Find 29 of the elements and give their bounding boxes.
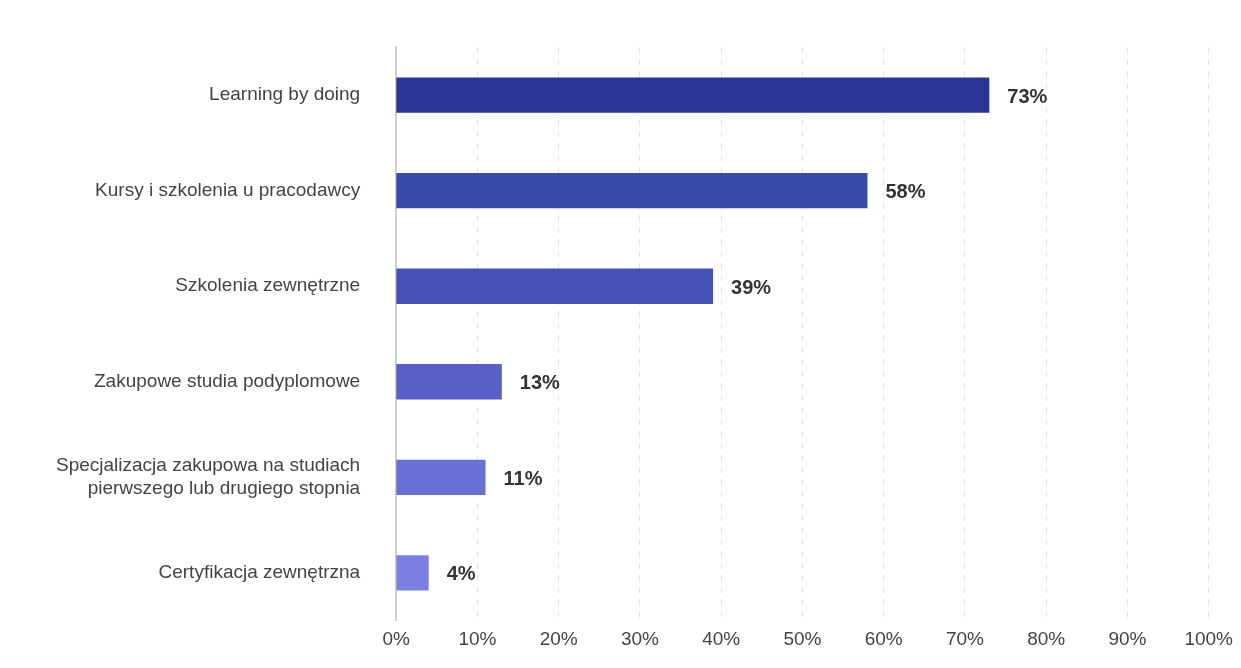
x-tick-label: 30% xyxy=(620,628,660,650)
x-tick-label: 10% xyxy=(458,628,497,650)
data-label: 13% xyxy=(519,371,561,394)
x-tick-label: 80% xyxy=(1027,628,1066,650)
x-tick-label: 90% xyxy=(1108,628,1147,650)
data-label: 11% xyxy=(503,466,543,489)
data-label: 73% xyxy=(1007,84,1048,107)
y-tick-label: Kursy i szkolenia u pracodawcy xyxy=(95,178,361,200)
x-tick-label: 20% xyxy=(539,628,578,650)
y-tick-label: Szkolenia zewnętrzne xyxy=(175,274,361,296)
x-tick-label: 40% xyxy=(702,628,741,650)
y-tick-label: Certyfikacja zewnętrzna xyxy=(158,561,361,583)
data-label: 4% xyxy=(446,562,476,585)
x-tick-label: 60% xyxy=(864,628,903,650)
x-tick-label: 50% xyxy=(783,628,822,650)
bar xyxy=(396,268,714,304)
data-label: 58% xyxy=(885,180,926,203)
y-tick-label: Zakupowe studia podyplomowe xyxy=(94,370,361,391)
y-tick-label: Specjalizacja zakupowa na studiach pierwszego lub drugiego stopnia xyxy=(56,454,361,498)
bar xyxy=(396,173,868,209)
y-tick-label: Learning by doing xyxy=(209,83,361,105)
bar xyxy=(396,77,990,113)
bar xyxy=(396,364,502,400)
data-label: 39% xyxy=(731,275,772,298)
bar xyxy=(396,555,429,591)
x-tick-label: 0% xyxy=(382,628,411,650)
x-tick-label: 70% xyxy=(945,628,985,650)
bar xyxy=(396,459,486,495)
x-tick-label: 100% xyxy=(1184,628,1234,650)
